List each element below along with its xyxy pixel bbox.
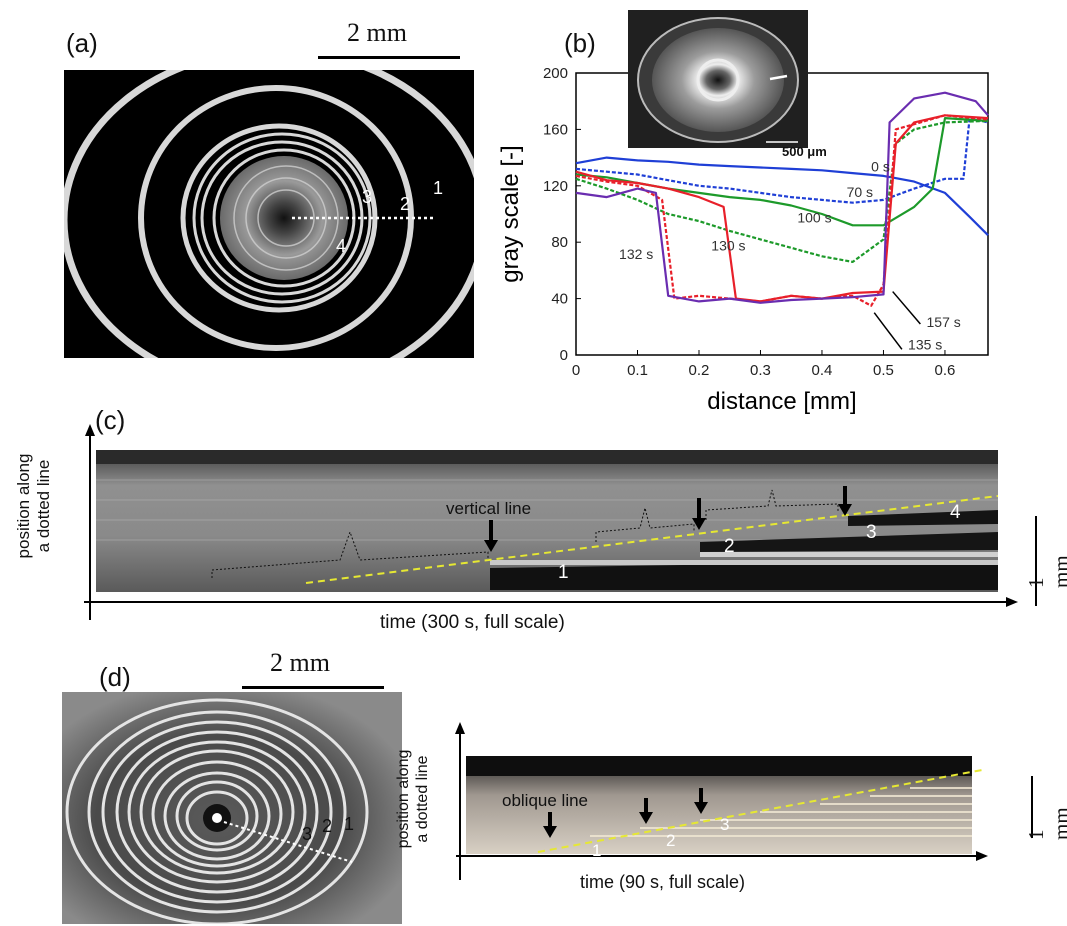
panel-b-label: (b) xyxy=(564,28,596,58)
ring-label: 3 xyxy=(362,187,372,207)
curve-label: 157 s xyxy=(927,314,961,330)
panel-a-label: (a) xyxy=(66,28,98,58)
curve-label: 0 s xyxy=(871,159,890,175)
ring-label: 4 xyxy=(336,236,346,256)
arrow xyxy=(873,312,903,350)
x-axis-label: distance [mm] xyxy=(707,388,856,415)
panel-c-label: (c) xyxy=(95,405,126,435)
d-annotation: oblique line xyxy=(502,791,588,810)
d-number: 1 xyxy=(592,841,601,860)
d-y-label-2: a dotted line xyxy=(414,755,431,843)
d-number: 2 xyxy=(666,831,675,850)
d-y-label-1: position along xyxy=(395,749,412,849)
series-line xyxy=(575,156,989,236)
y-tick-label: 160 xyxy=(543,121,568,138)
d-ring-label: 1 xyxy=(344,814,354,834)
c-number: 3 xyxy=(866,522,877,543)
panel-d-label: (d) xyxy=(99,662,131,692)
c-y-label-1: position along xyxy=(14,453,33,559)
d-scale-text: 1 mm xyxy=(1024,807,1067,840)
curve-label: 135 s xyxy=(908,336,942,352)
c-number: 1 xyxy=(558,562,569,583)
c-x-label: time (300 s, full scale) xyxy=(380,612,565,633)
x-tick-label: 0.4 xyxy=(812,362,833,379)
x-tick-label: 0 xyxy=(572,362,580,379)
series-line xyxy=(575,119,989,263)
curve-label: 132 s xyxy=(619,246,653,262)
panel-d-micrograph: 3 2 1 xyxy=(62,692,402,924)
c-y-label-2: a dotted line xyxy=(34,459,53,553)
d-ring-label: 3 xyxy=(302,824,312,844)
ring-label: 1 xyxy=(433,178,443,198)
d-ring-label: 2 xyxy=(322,816,332,836)
series-line xyxy=(575,114,989,303)
x-tick-label: 0.2 xyxy=(689,362,710,379)
panel-b-inset xyxy=(628,10,808,148)
curve-label: 100 s xyxy=(797,209,831,225)
series-line xyxy=(575,91,989,304)
y-tick-label: 200 xyxy=(543,65,568,82)
panel-a-scale-text: 2 mm xyxy=(347,18,407,47)
inset-scale-label: 500 μm xyxy=(782,144,827,159)
c-annotation: vertical line xyxy=(446,499,531,518)
arrow xyxy=(892,291,921,325)
x-tick-label: 0.5 xyxy=(873,362,894,379)
panel-a-scale-bar xyxy=(318,56,460,59)
x-tick-label: 0.6 xyxy=(935,362,956,379)
c-number: 2 xyxy=(724,536,735,557)
d-number: 3 xyxy=(720,815,729,834)
c-number: 4 xyxy=(950,502,961,523)
y-tick-label: 0 xyxy=(560,347,568,364)
series-line xyxy=(575,117,989,204)
panel-d-kymograph: oblique line 1 2 3 xyxy=(455,722,1033,880)
panel-d-scale-text: 2 mm xyxy=(270,648,330,677)
y-tick-label: 40 xyxy=(551,291,568,308)
y-axis-label: gray scale [-] xyxy=(497,145,524,282)
series-line xyxy=(575,114,989,307)
curve-label: 70 s xyxy=(847,184,873,200)
y-tick-label: 80 xyxy=(551,234,568,251)
panel-b-chart: 0 40 80 120 160 200 0 0.1 0.2 0.3 0.4 0.5 0.6 0 s 70 s… xyxy=(497,65,989,415)
c-scale-text: 1 mm xyxy=(1024,555,1067,588)
panel-c-kymograph: vertical line 1 2 3 4 xyxy=(84,424,1037,620)
ring-label: 2 xyxy=(400,194,410,214)
curve-label: 130 s xyxy=(711,238,745,254)
panel-d-scale-bar xyxy=(242,686,384,689)
x-tick-label: 0.3 xyxy=(750,362,771,379)
y-tick-label: 120 xyxy=(543,178,568,195)
d-x-label: time (90 s, full scale) xyxy=(580,872,746,892)
panel-a-micrograph: 1 2 3 4 xyxy=(64,70,474,358)
x-tick-label: 0.1 xyxy=(627,362,648,379)
